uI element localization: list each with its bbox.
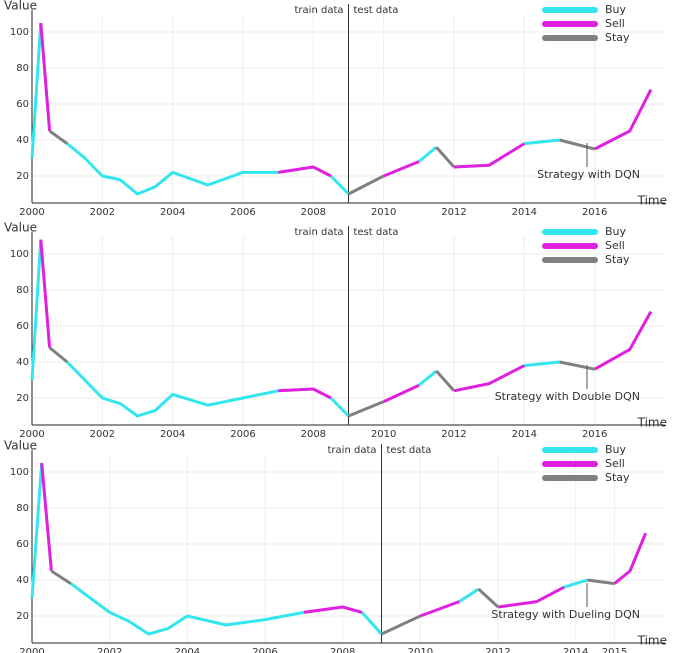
y-tick-label: 20: [16, 171, 29, 182]
x-tick-label: 2010: [371, 429, 396, 440]
region-label: train data: [295, 5, 344, 16]
legend-label: Sell: [605, 17, 625, 30]
x-tick-label: 2006: [230, 207, 255, 218]
y-tick-label: 40: [16, 357, 29, 368]
region-label: test data: [354, 5, 399, 16]
x-axis-title: Time: [637, 416, 667, 430]
x-tick-label: 2008: [330, 647, 355, 653]
x-tick-label: 2016: [582, 429, 607, 440]
legend-label: Stay: [605, 471, 630, 484]
region-label: test data: [387, 445, 432, 456]
legend-label: Buy: [605, 225, 627, 238]
series-line: [39, 239, 653, 403]
x-tick-label: 2006: [230, 429, 255, 440]
x-tick-label: 2012: [441, 207, 466, 218]
x-tick-label: 2000: [19, 647, 44, 653]
x-tick-label: 2010: [371, 207, 396, 218]
x-tick-label: 2002: [97, 647, 122, 653]
y-tick-label: 100: [10, 249, 29, 260]
series-line: [30, 462, 588, 636]
x-tick-label: 2004: [160, 207, 185, 218]
series-line: [30, 239, 560, 418]
series-line: [40, 462, 647, 618]
x-tick-label: 2014: [512, 429, 537, 440]
x-tick-label: 2015: [602, 647, 627, 653]
annotation: Strategy with Dueling DQN: [491, 608, 640, 621]
y-tick-label: 20: [16, 393, 29, 404]
y-tick-label: 100: [10, 27, 29, 38]
series-line: [48, 346, 596, 418]
x-tick-label: 2002: [90, 207, 115, 218]
y-tick-label: 80: [16, 63, 29, 74]
legend-label: Buy: [605, 3, 627, 16]
y-tick-label: 60: [16, 99, 29, 110]
y-tick-label: 60: [16, 539, 29, 550]
y-tick-label: 80: [16, 503, 29, 514]
x-tick-label: 2016: [582, 207, 607, 218]
x-tick-label: 2002: [90, 429, 115, 440]
annotation: Strategy with DQN: [537, 168, 640, 181]
x-tick-label: 2014: [563, 647, 588, 653]
series-line: [39, 22, 653, 178]
x-tick-label: 2012: [441, 429, 466, 440]
y-tick-label: 80: [16, 285, 29, 296]
x-axis-title: Time: [637, 194, 667, 208]
x-tick-label: 2004: [160, 429, 185, 440]
y-tick-label: 40: [16, 135, 29, 146]
x-axis-title: Time: [637, 634, 667, 648]
y-tick-label: 60: [16, 321, 29, 332]
y-tick-label: 100: [10, 467, 29, 478]
region-label: train data: [328, 445, 377, 456]
legend-label: Buy: [605, 443, 627, 456]
series-line: [48, 129, 596, 196]
x-tick-label: 2004: [175, 647, 200, 653]
x-tick-label: 2012: [485, 647, 510, 653]
x-tick-label: 2008: [301, 207, 326, 218]
y-axis-title: Value: [4, 221, 37, 235]
x-tick-label: 2010: [408, 647, 433, 653]
annotation: Strategy with Double DQN: [495, 390, 640, 403]
legend-label: Stay: [605, 253, 630, 266]
series-line: [30, 22, 560, 196]
series-line: [50, 569, 615, 636]
x-tick-label: 2006: [252, 647, 277, 653]
region-label: train data: [295, 227, 344, 238]
legend-label: Sell: [605, 239, 625, 252]
x-tick-label: 2014: [512, 207, 537, 218]
x-tick-label: 2000: [19, 207, 44, 218]
legend-label: Sell: [605, 457, 625, 470]
x-tick-label: 2008: [301, 429, 326, 440]
y-tick-label: 40: [16, 575, 29, 586]
legend-label: Stay: [605, 31, 630, 44]
x-tick-label: 2000: [19, 429, 44, 440]
y-axis-title: Value: [4, 439, 37, 453]
region-label: test data: [354, 227, 399, 238]
y-axis-title: Value: [4, 0, 37, 13]
y-tick-label: 20: [16, 611, 29, 622]
